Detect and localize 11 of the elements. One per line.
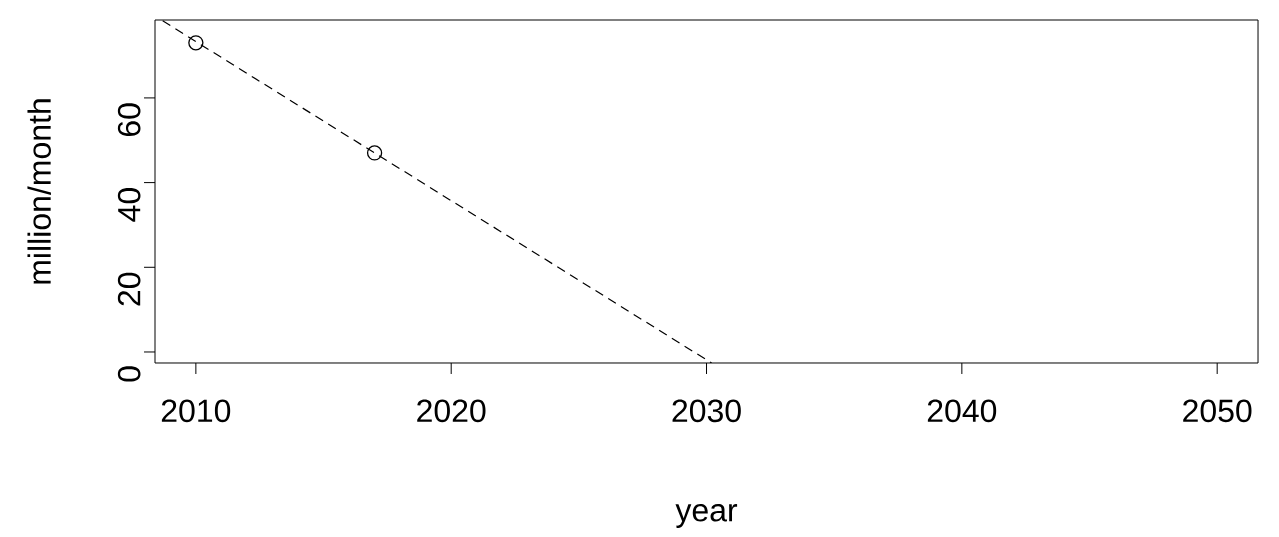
x-tick-label: 2030: [672, 399, 741, 423]
y-axis-title: million/month: [27, 99, 51, 284]
y-tick-label: 40: [117, 188, 141, 222]
x-tick-label: 2050: [1183, 399, 1252, 423]
y-tick-label: 0: [117, 366, 141, 382]
x-tick-label: 2040: [927, 399, 997, 423]
y-tick-label: 60: [117, 103, 141, 137]
x-axis-title: year: [675, 504, 738, 528]
x-tick-label: 2010: [161, 399, 231, 423]
x-tick-label: 2020: [417, 399, 486, 423]
y-tick-label: 20: [117, 272, 141, 306]
